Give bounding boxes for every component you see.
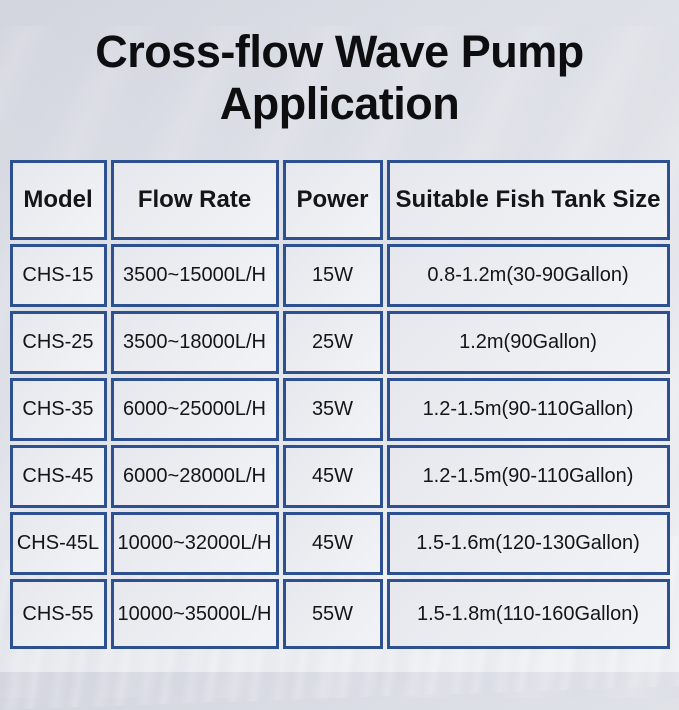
model-cell: CHS-25: [9, 311, 107, 374]
column-header-model: Model: [9, 160, 107, 240]
tank-size-cell: 1.2m(90Gallon): [386, 311, 670, 374]
table-row: CHS-25 3500~18000L/H 25W 1.2m(90Gallon): [9, 311, 670, 374]
flow-rate-cell: 3500~18000L/H: [110, 311, 279, 374]
flow-rate-cell: 6000~28000L/H: [110, 445, 279, 508]
tank-size-cell: 0.8-1.2m(30-90Gallon): [386, 244, 670, 307]
tank-size-cell: 1.2-1.5m(90-110Gallon): [386, 445, 670, 508]
power-cell: 25W: [282, 311, 383, 374]
tank-size-cell: 1.5-1.8m(110-160Gallon): [386, 579, 670, 649]
column-header-suitable-fish-tank-size: Suitable Fish Tank Size: [386, 160, 670, 240]
header-row: Model Flow Rate Power Suitable Fish Tank Si…: [9, 160, 670, 240]
model-cell: CHS-45: [9, 445, 107, 508]
flow-rate-cell: 6000~25000L/H: [110, 378, 279, 441]
table-row: CHS-55 10000~35000L/H 55W 1.5-1.8m(110-160G…: [9, 579, 670, 649]
table-row: CHS-35 6000~25000L/H 35W 1.2-1.5m(90-110Gal…: [9, 378, 670, 441]
model-cell: CHS-55: [9, 579, 107, 649]
page-title: Cross-flow Wave Pump Application: [95, 26, 584, 129]
power-cell: 45W: [282, 445, 383, 508]
table-row: CHS-45 6000~28000L/H 45W 1.2-1.5m(90-110Gal…: [9, 445, 670, 508]
tank-size-cell: 1.2-1.5m(90-110Gallon): [386, 378, 670, 441]
pump-spec-table: Model Flow Rate Power Suitable Fish Tank Si…: [6, 156, 674, 653]
table-row: CHS-15 3500~15000L/H 15W 0.8-1.2m(30-90Gall…: [9, 244, 670, 307]
flow-rate-cell: 10000~35000L/H: [110, 579, 279, 649]
table-row: CHS-45L 10000~32000L/H 45W 1.5-1.6m(120-130…: [9, 512, 670, 575]
power-cell: 35W: [282, 378, 383, 441]
model-cell: CHS-45L: [9, 512, 107, 575]
table-header: Model Flow Rate Power Suitable Fish Tank Si…: [9, 160, 670, 240]
model-cell: CHS-15: [9, 244, 107, 307]
power-cell: 15W: [282, 244, 383, 307]
table-body: CHS-15 3500~15000L/H 15W 0.8-1.2m(30-90Gall…: [9, 244, 670, 649]
column-header-power: Power: [282, 160, 383, 240]
power-cell: 55W: [282, 579, 383, 649]
tank-size-cell: 1.5-1.6m(120-130Gallon): [386, 512, 670, 575]
flow-rate-cell: 10000~32000L/H: [110, 512, 279, 575]
model-cell: CHS-35: [9, 378, 107, 441]
power-cell: 45W: [282, 512, 383, 575]
column-header-flow-rate: Flow Rate: [110, 160, 279, 240]
flow-rate-cell: 3500~15000L/H: [110, 244, 279, 307]
